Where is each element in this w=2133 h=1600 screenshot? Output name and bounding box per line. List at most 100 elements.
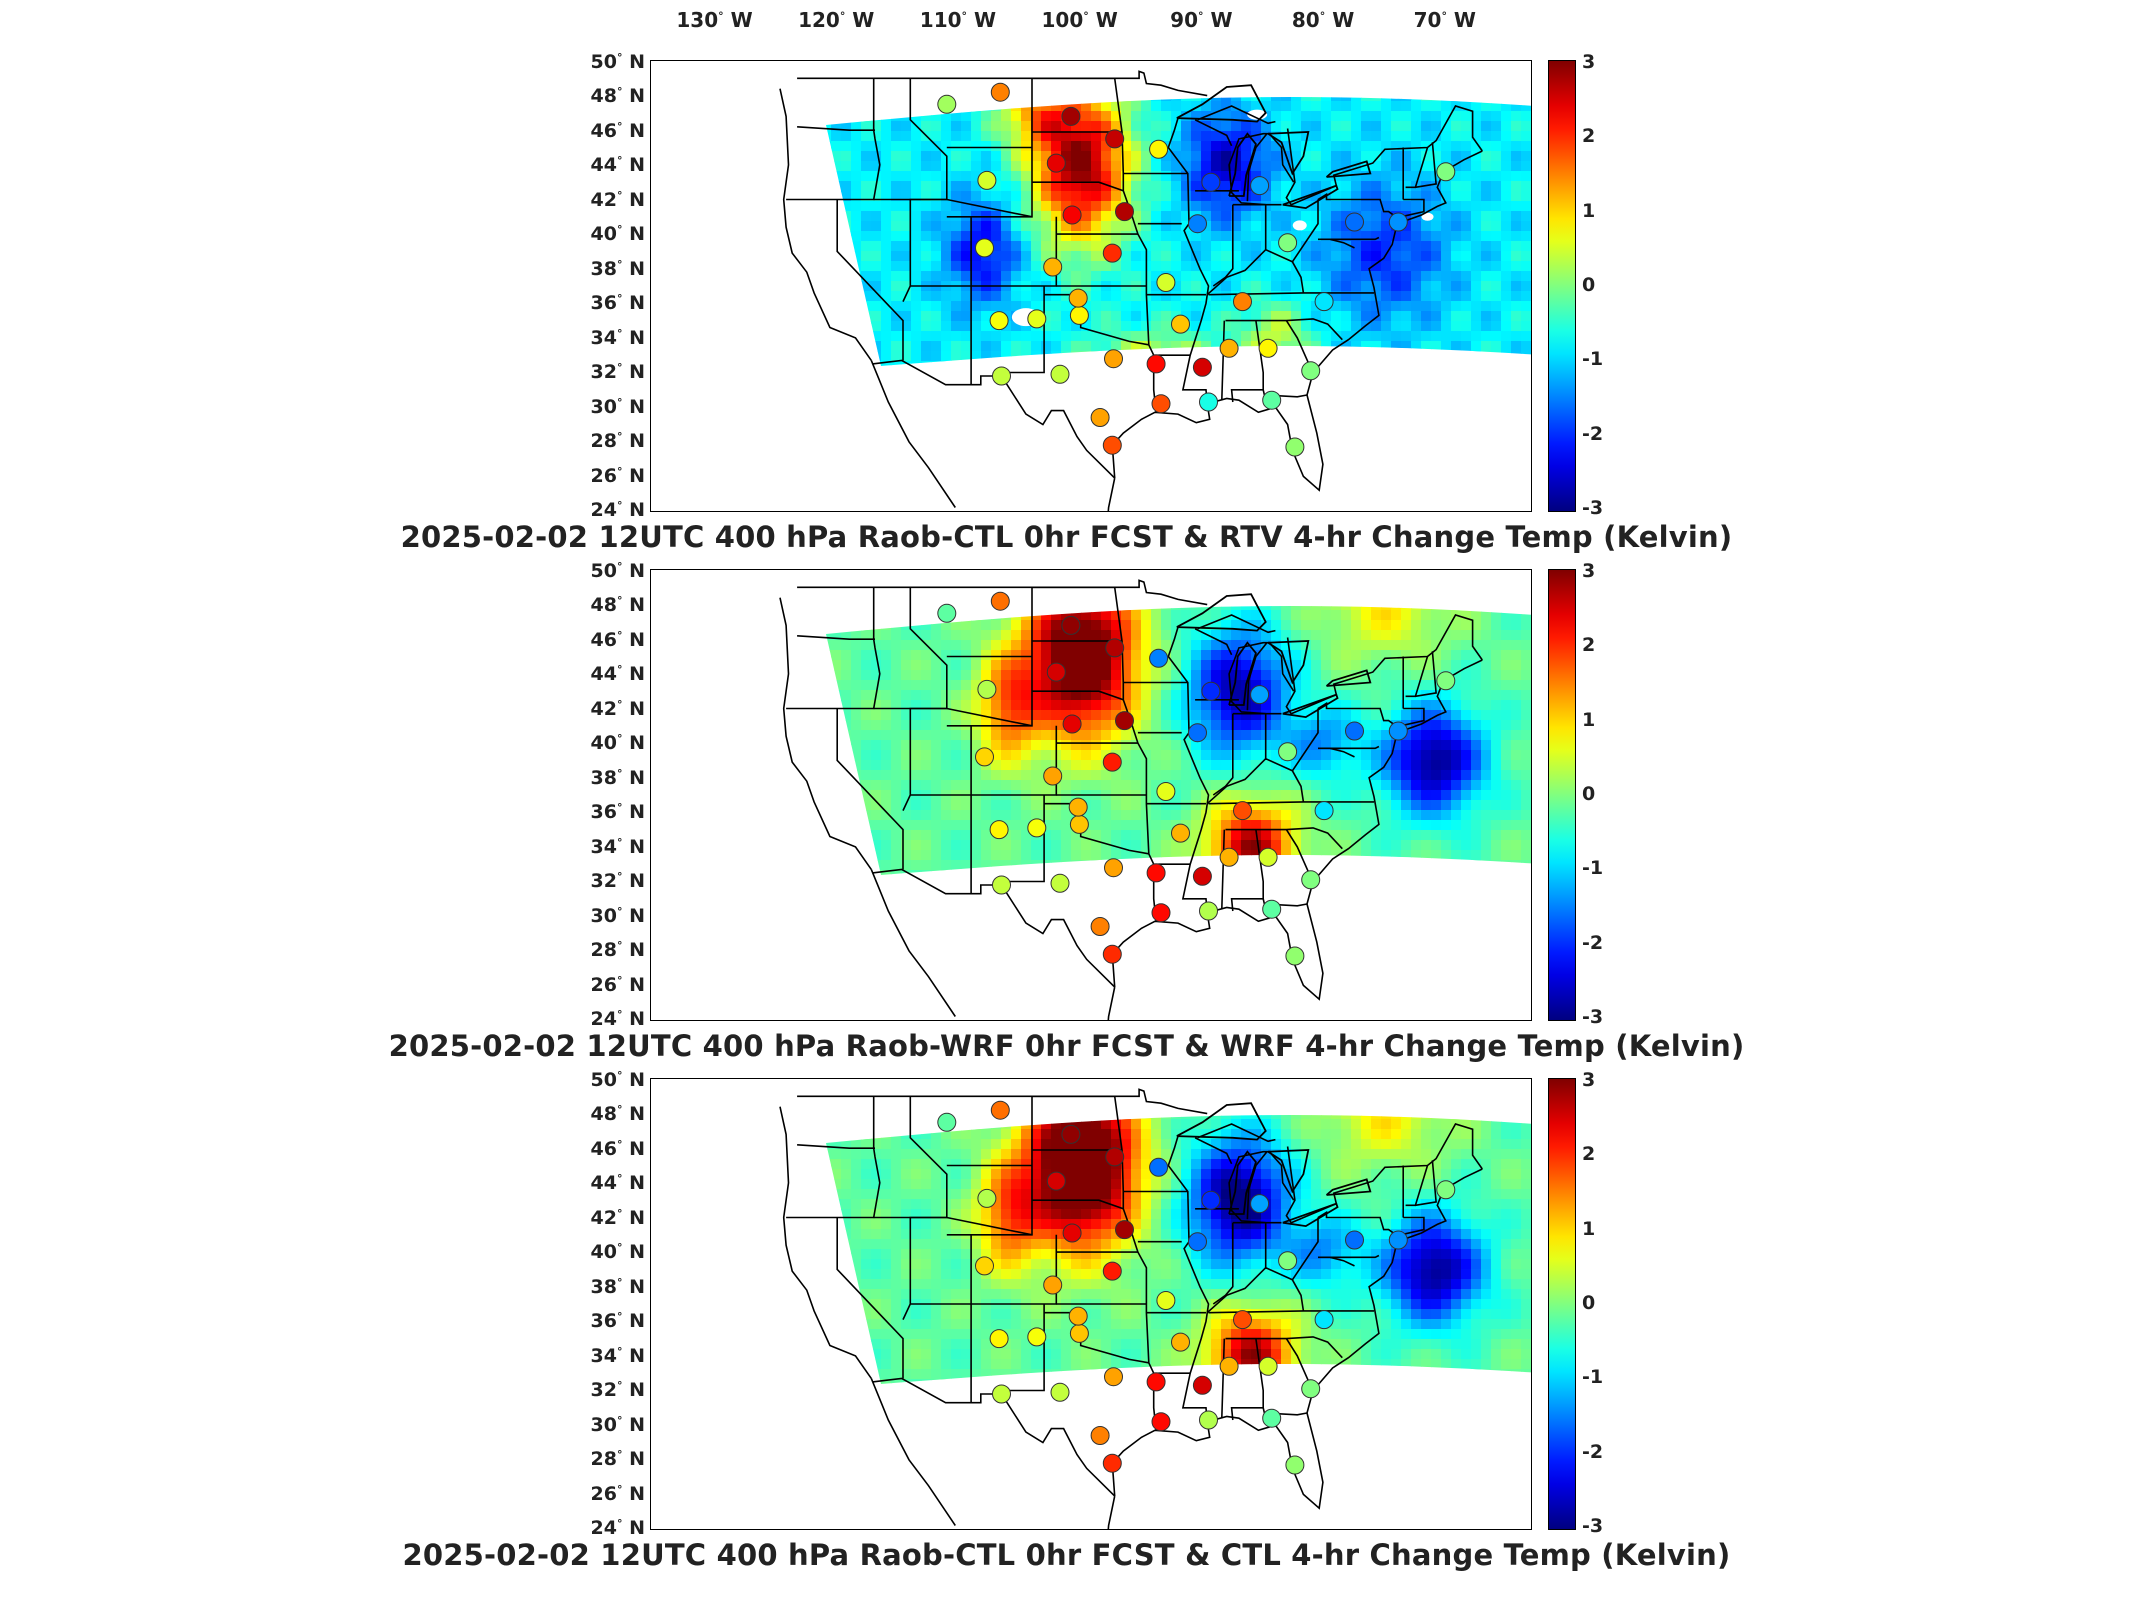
lat-tick-label: 36° N bbox=[590, 801, 645, 824]
lat-tick-label: 46° N bbox=[590, 1137, 645, 1161]
raob-station-marker bbox=[977, 170, 997, 190]
raob-station-marker bbox=[1171, 823, 1190, 843]
raob-station-marker bbox=[1188, 214, 1207, 234]
raob-station-marker bbox=[1050, 364, 1070, 384]
raob-stations bbox=[937, 591, 1456, 966]
lat-tick-label: 24° N bbox=[590, 1516, 645, 1540]
colorbar-tick-label: 3 bbox=[1582, 560, 1596, 582]
map-canvas bbox=[779, 70, 1531, 511]
raob-station-marker bbox=[1068, 797, 1088, 817]
raob-station-marker bbox=[1027, 1327, 1047, 1347]
lat-tick-label: 26° N bbox=[590, 464, 645, 487]
colorbar-tick-label: 1 bbox=[1582, 199, 1596, 222]
raob-station-marker bbox=[1188, 1232, 1207, 1252]
raob-station-marker bbox=[1104, 1367, 1123, 1387]
raob-station-marker bbox=[1258, 847, 1278, 867]
raob-station-marker bbox=[937, 603, 957, 623]
lat-tick-label: 24° N bbox=[590, 498, 645, 522]
colorbar-tick-label: 1 bbox=[1582, 708, 1596, 731]
raob-station-marker bbox=[1199, 1410, 1218, 1430]
temperature-change-field bbox=[826, 1115, 1531, 1384]
raob-station-marker bbox=[1069, 1323, 1089, 1343]
panel-title: 2025-02-02 12UTC 400 hPa Raob-CTL 0hr FC… bbox=[400, 520, 1733, 554]
raob-station-marker bbox=[1043, 766, 1063, 786]
raob-station-marker bbox=[989, 820, 1009, 840]
raob-station-marker bbox=[1105, 638, 1125, 658]
raob-station-marker bbox=[1301, 1379, 1321, 1399]
colorbar bbox=[1548, 60, 1576, 512]
raob-station-marker bbox=[1046, 153, 1066, 173]
lat-tick-label: 40° N bbox=[590, 1241, 645, 1264]
lat-tick-label: 40° N bbox=[590, 223, 645, 246]
lon-tick-label: 80° W bbox=[1291, 8, 1355, 32]
colorbar-tick-label: 0 bbox=[1582, 783, 1596, 805]
colorbar-tick-label: -1 bbox=[1582, 857, 1604, 880]
map-canvas bbox=[779, 1088, 1531, 1529]
lat-tick-label: 32° N bbox=[590, 1378, 645, 1402]
raob-station-marker bbox=[1262, 390, 1282, 410]
lat-tick-label: 44° N bbox=[590, 154, 645, 177]
raob-station-marker bbox=[1050, 873, 1070, 893]
latitude-axis: 50° N 48° N 46° N 44° N 42° N 40° N 38° N 36° N… bbox=[570, 560, 645, 1030]
state-boundaries bbox=[779, 70, 1483, 511]
raob-stations bbox=[937, 1100, 1456, 1475]
raob-station-marker bbox=[1219, 1356, 1239, 1376]
raob-station-marker bbox=[1090, 408, 1110, 427]
raob-station-marker bbox=[1043, 257, 1063, 277]
lat-tick-label: 26° N bbox=[590, 1482, 645, 1505]
colorbar-tick-label: 0 bbox=[1582, 274, 1596, 296]
raob-station-marker bbox=[1278, 233, 1298, 253]
latitude-axis: 50° N 48° N 46° N 44° N 42° N 40° N 38° N 36° N… bbox=[570, 51, 645, 521]
raob-station-marker bbox=[1149, 139, 1169, 159]
lat-tick-label: 34° N bbox=[590, 1344, 645, 1367]
raob-station-marker bbox=[1149, 1157, 1169, 1177]
map-plot-area bbox=[650, 1078, 1532, 1530]
lat-tick-label: 36° N bbox=[590, 292, 645, 315]
lat-tick-label: 26° N bbox=[590, 973, 645, 996]
latitude-axis: 50° N 48° N 46° N 44° N 42° N 40° N 38° N 36° N… bbox=[570, 1069, 645, 1539]
raob-station-marker bbox=[990, 1100, 1010, 1120]
raob-station-marker bbox=[1102, 752, 1122, 772]
lat-tick-label: 42° N bbox=[590, 1206, 645, 1230]
raob-station-marker bbox=[977, 679, 997, 699]
lat-tick-label: 44° N bbox=[590, 663, 645, 686]
raob-station-marker bbox=[1069, 814, 1089, 834]
raob-station-marker bbox=[989, 1329, 1009, 1349]
raob-station-marker bbox=[1262, 1408, 1282, 1428]
raob-station-marker bbox=[1102, 1453, 1122, 1473]
map-plot-area bbox=[650, 60, 1532, 512]
raob-station-marker bbox=[1115, 711, 1134, 731]
raob-station-marker bbox=[989, 311, 1009, 331]
raob-station-marker bbox=[1192, 1375, 1212, 1395]
raob-station-marker bbox=[1105, 1147, 1125, 1167]
raob-station-marker bbox=[1436, 1180, 1456, 1200]
lat-tick-label: 48° N bbox=[590, 1103, 645, 1126]
raob-station-marker bbox=[1046, 1171, 1066, 1191]
raob-station-marker bbox=[1061, 1124, 1081, 1144]
raob-station-marker bbox=[1061, 615, 1081, 635]
lat-tick-label: 50° N bbox=[590, 50, 645, 74]
raob-station-marker bbox=[975, 747, 994, 767]
raob-station-marker bbox=[1146, 354, 1166, 374]
lat-tick-label: 28° N bbox=[590, 429, 645, 453]
raob-station-marker bbox=[977, 1188, 997, 1208]
colorbar-tick-label: 3 bbox=[1582, 1069, 1596, 1091]
raob-station-marker bbox=[1046, 662, 1066, 682]
raob-station-marker bbox=[992, 366, 1011, 386]
raob-station-marker bbox=[1149, 648, 1169, 668]
raob-station-marker bbox=[1171, 314, 1190, 334]
lat-tick-label: 38° N bbox=[590, 766, 645, 789]
raob-station-marker bbox=[1314, 292, 1334, 312]
raob-station-marker bbox=[1102, 243, 1122, 263]
raob-station-marker bbox=[975, 238, 994, 258]
colorbar-tick-label: -1 bbox=[1582, 348, 1604, 371]
raob-station-marker bbox=[990, 591, 1010, 611]
raob-station-marker bbox=[1102, 435, 1122, 455]
lat-tick-label: 32° N bbox=[590, 360, 645, 384]
raob-station-marker bbox=[1062, 714, 1082, 734]
raob-station-marker bbox=[1345, 1230, 1364, 1250]
raob-station-marker bbox=[1027, 309, 1047, 329]
raob-station-marker bbox=[1068, 1306, 1088, 1326]
raob-station-marker bbox=[1233, 1310, 1252, 1330]
map-canvas bbox=[779, 579, 1531, 1020]
